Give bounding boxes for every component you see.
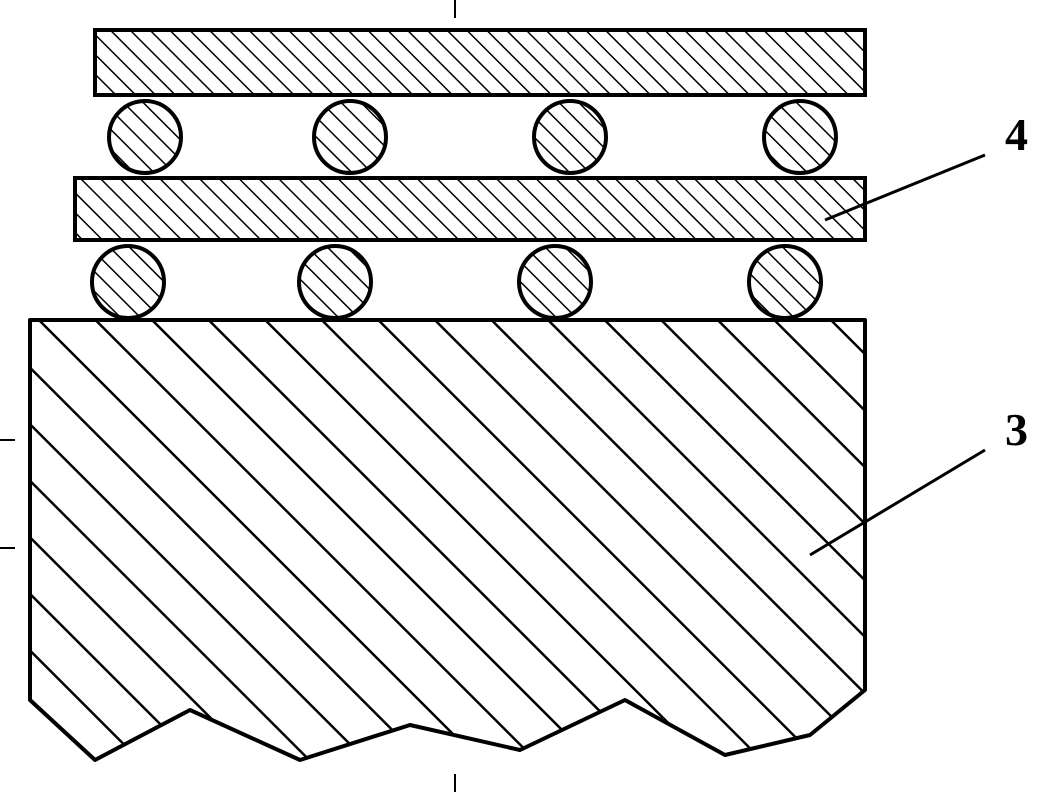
label-4: 4 bbox=[1005, 109, 1028, 160]
solder-ball-bottom-0 bbox=[92, 246, 164, 318]
interposer-bar bbox=[75, 178, 865, 240]
solder-ball-top-3 bbox=[764, 101, 836, 173]
substrate-region bbox=[30, 320, 865, 760]
solder-ball-top-2 bbox=[534, 101, 606, 173]
solder-ball-bottom-2 bbox=[519, 246, 591, 318]
solder-ball-bottom-3 bbox=[749, 246, 821, 318]
solder-ball-top-1 bbox=[314, 101, 386, 173]
label-3: 3 bbox=[1005, 404, 1028, 455]
top-chip-bar bbox=[95, 30, 865, 95]
solder-ball-bottom-1 bbox=[299, 246, 371, 318]
solder-ball-top-0 bbox=[109, 101, 181, 173]
